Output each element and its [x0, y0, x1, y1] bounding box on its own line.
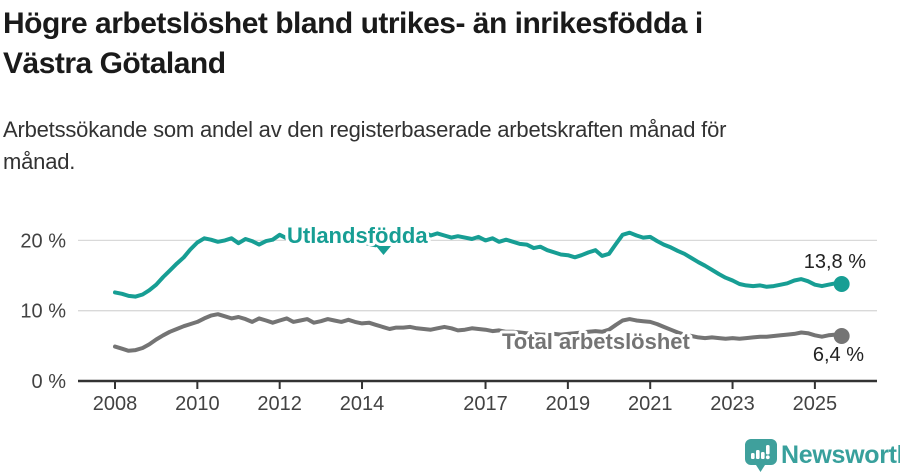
page-title: Högre arbetslöshet bland utrikes- än inr… [3, 4, 883, 84]
x-axis-tick-label: 2014 [340, 393, 385, 415]
down-arrow-icon [376, 246, 391, 255]
x-axis-tick-label: 2025 [793, 393, 838, 415]
newsworthy-wordmark: Newsworthy [781, 441, 900, 469]
bar-chart-glyph [751, 445, 770, 460]
end-value-utlandsfodda: 13,8 % [804, 251, 866, 273]
series-end-dot [833, 328, 850, 345]
chart-subtitle: Arbetssökande som andel av den registerb… [3, 114, 863, 178]
chart-overlay: Utlandsfödda Total arbetslöshet 13,8 % 6… [284, 220, 866, 366]
end-value-total: 6,4 % [813, 344, 864, 366]
y-axis-tick-label: 10 % [20, 301, 66, 323]
x-axis-tick-label: 2010 [175, 393, 220, 415]
series-label-total: Total arbetslöshet [502, 329, 691, 354]
x-axis-tick-label: 2008 [93, 393, 138, 415]
line-series [113, 312, 844, 353]
y-axis-tick-label: 20 % [20, 230, 66, 252]
line-series [113, 230, 844, 299]
chart-plot: 0 % 10 % 20 % 2008 2010 2012 2014 2017 2019 2021 2… [20, 230, 877, 415]
series-end-dot [833, 275, 850, 292]
x-axis-tick-label: 2023 [710, 393, 755, 415]
subtitle-line-2: månad. [3, 149, 76, 174]
subtitle-line-1: Arbetssökande som andel av den registerb… [3, 117, 727, 142]
y-axis-tick-label: 0 % [32, 371, 67, 393]
title-line-1: Högre arbetslöshet bland utrikes- än inr… [3, 7, 703, 40]
x-axis-tick-label: 2021 [628, 393, 673, 415]
x-axis-tick-label: 2019 [546, 393, 591, 415]
title-line-2: Västra Götaland [3, 47, 226, 80]
x-axis-tick-label: 2012 [257, 393, 302, 415]
newsworthy-logo-icon [745, 439, 777, 472]
x-axis-tick-label: 2017 [463, 393, 508, 415]
series-label-utlandsfodda: Utlandsfödda [287, 223, 428, 248]
